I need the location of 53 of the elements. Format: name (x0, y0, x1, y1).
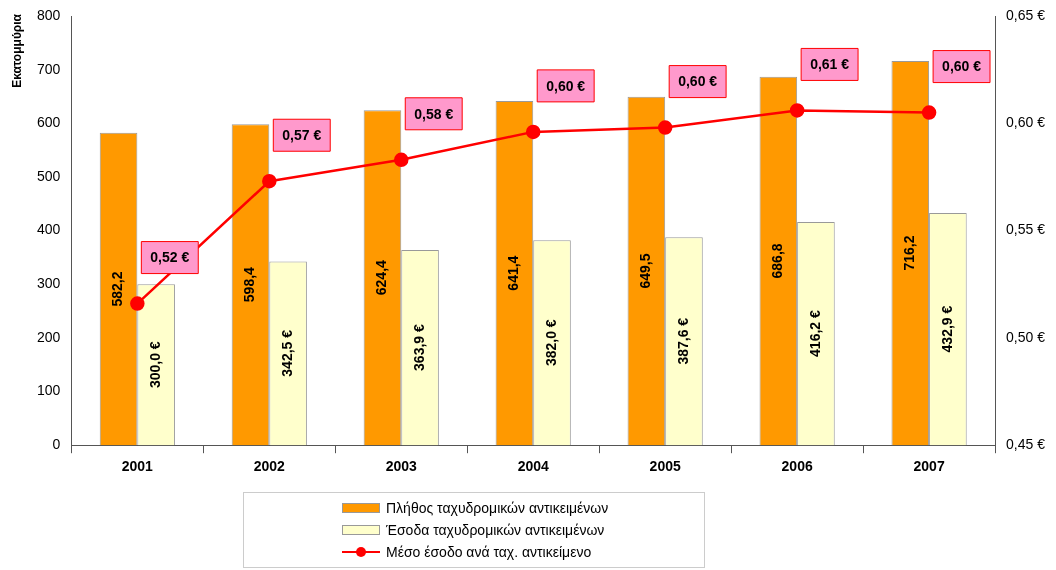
data-label: 342,5 € (278, 329, 295, 377)
data-label: 0,57 € (282, 127, 322, 144)
x-tick-label: 2006 (781, 458, 813, 475)
data-label: 432,9 € (938, 305, 955, 353)
x-tick-label: 2001 (121, 458, 154, 475)
data-label: 624,4 (373, 259, 390, 296)
y-tick-label: 300 (37, 275, 61, 292)
x-tick-label: 2005 (649, 458, 681, 475)
x-tick-label: 2002 (253, 458, 286, 475)
data-label: 0,60 € (678, 73, 718, 90)
data-label: 0,58 € (414, 105, 454, 122)
y-tick-label: 400 (37, 221, 61, 238)
point (262, 173, 277, 189)
data-label: 0,61 € (810, 56, 850, 73)
x-tick-label: 2004 (517, 458, 549, 475)
data-label: 363,9 € (410, 324, 427, 371)
y-tick-label: 0 (52, 436, 61, 453)
data-label: 387,6 € (674, 317, 691, 365)
y-tick-label: 800 (37, 6, 61, 23)
data-label: 0,52 € (150, 249, 190, 266)
y-tick-label: 600 (37, 114, 61, 131)
data-label: 0,60 € (546, 77, 586, 94)
y2-tick-label: 0,45 € (1006, 436, 1046, 453)
data-label: 0,60 € (942, 58, 982, 75)
legend-label: Μέσο έσοδο ανά ταχ. αντικείμενο (386, 544, 592, 560)
data-label: 582,2 (109, 271, 126, 307)
point (657, 120, 673, 135)
point (130, 296, 145, 311)
point (921, 105, 937, 120)
y2-tick-label: 0,55 € (1006, 221, 1046, 238)
y-tick-label: 200 (37, 328, 61, 345)
y-axis-title: Εκατομμύρια (10, 13, 25, 88)
data-label: 598,4 (241, 266, 258, 303)
data-label: 641,4 (505, 255, 522, 291)
legend-label: Πλήθος ταχυδρομικών αντικειμένων (386, 500, 609, 516)
point (789, 103, 805, 118)
y2-tick-label: 0,60 € (1006, 114, 1046, 131)
data-label: 416,2 € (806, 309, 823, 357)
y2-tick-label: 0,65 € (1006, 6, 1046, 23)
y-tick-label: 700 (37, 60, 61, 77)
data-label: 716,2 (901, 235, 918, 271)
data-label: 300,0 € (147, 341, 163, 389)
data-label: 649,5 (637, 253, 654, 289)
data-label: 382,0 € (542, 319, 559, 367)
point (394, 152, 409, 168)
point (525, 124, 541, 140)
y-tick-label: 100 (37, 382, 61, 399)
legend-label: Έσοδα ταχυδρομικών αντικειμένων (386, 522, 605, 538)
x-tick-label: 2003 (385, 458, 418, 475)
y2-tick-label: 0,50 € (1006, 328, 1046, 345)
x-tick-label: 2007 (913, 458, 945, 475)
y-tick-label: 500 (37, 167, 61, 184)
data-label: 686,8 (769, 243, 786, 279)
